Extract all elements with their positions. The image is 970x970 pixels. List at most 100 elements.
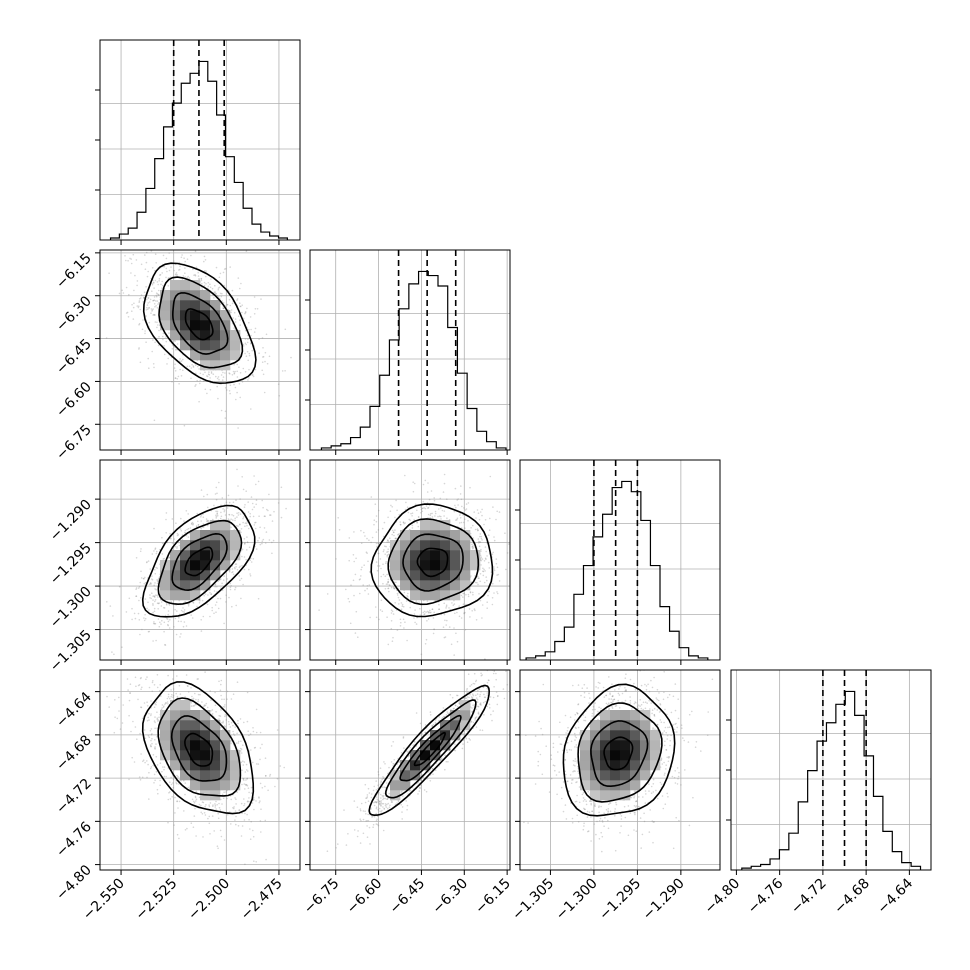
scatter-point (152, 764, 154, 767)
scatter-point (208, 374, 211, 376)
scatter-point (473, 608, 476, 610)
scatter-point (220, 798, 222, 801)
scatter-point (260, 831, 262, 833)
scatter-point (147, 297, 149, 299)
scatter-point (434, 719, 437, 721)
scatter-point (223, 509, 226, 511)
histogram-panel-3 (726, 669, 932, 875)
scatter-point (152, 604, 154, 606)
scatter-point (583, 822, 585, 825)
scatter-point (267, 509, 269, 512)
scatter-point (152, 680, 154, 682)
scatter-point (438, 603, 440, 606)
scatter-point (224, 704, 226, 706)
density-cell (190, 350, 201, 361)
scatter-point (187, 527, 190, 530)
scatter-point (242, 516, 245, 518)
scatter-point (377, 799, 380, 802)
scatter-point (651, 686, 654, 689)
scatter-point (191, 521, 194, 524)
scatter-point (382, 794, 385, 797)
scatter-point (373, 801, 375, 804)
scatter-point (383, 521, 386, 524)
scatter-point (179, 358, 181, 360)
scatter-point (669, 744, 671, 747)
scatter-point (200, 811, 202, 814)
scatter-point (222, 579, 225, 581)
density-cell (200, 290, 211, 301)
scatter-point (176, 774, 178, 777)
density-cell (200, 710, 211, 721)
scatter-point (244, 542, 246, 545)
scatter-point (190, 254, 192, 257)
scatter-point (634, 812, 636, 814)
scatter-point (125, 286, 128, 289)
scatter-point (497, 695, 499, 697)
scatter-point (161, 536, 163, 539)
scatter-point (603, 812, 605, 814)
scatter-point (220, 295, 223, 298)
scatter-point (130, 730, 132, 733)
scatter-point (487, 594, 489, 597)
scatter-point (204, 593, 207, 595)
scatter-point (184, 267, 186, 269)
scatter-point (167, 613, 169, 616)
scatter-point (266, 508, 268, 511)
scatter-point (222, 301, 225, 304)
scatter-point (555, 774, 558, 776)
scatter-point (360, 819, 362, 822)
density-cell (450, 540, 461, 551)
scatter-point (147, 308, 149, 311)
scatter-point (231, 302, 234, 305)
scatter-point (367, 787, 370, 790)
scatter-point (402, 795, 404, 797)
contour-level-2 (577, 702, 663, 803)
scatter-point (366, 794, 369, 796)
density-cell (160, 750, 171, 761)
scatter-point (598, 806, 600, 809)
scatter-point (466, 687, 469, 690)
scatter-point (406, 808, 408, 811)
scatter-point (214, 691, 216, 694)
scatter-point (228, 372, 230, 374)
scatter-point (228, 514, 231, 516)
scatter-point (448, 626, 451, 628)
scatter-point (427, 482, 429, 484)
axes-frame (99, 459, 301, 661)
scatter-point (157, 294, 160, 297)
scatter-point (672, 695, 675, 698)
scatter-point (675, 816, 677, 819)
scatter-point (413, 482, 416, 485)
scatter-point (364, 589, 366, 592)
scatter-point (458, 605, 461, 607)
scatter-point (153, 314, 156, 316)
scatter-point (483, 693, 485, 696)
scatter-point (157, 283, 159, 286)
scatter-point (424, 479, 427, 482)
scatter-point (402, 521, 405, 524)
scatter-point (348, 537, 351, 539)
scatter-point (237, 740, 240, 743)
scatter-point (477, 711, 480, 714)
density-cell (200, 550, 211, 561)
scatter-point (492, 582, 494, 585)
scatter-point (377, 809, 380, 811)
scatter-point (164, 644, 167, 646)
density-cell (210, 310, 221, 321)
scatter-point (601, 821, 604, 823)
scatter-point (240, 282, 242, 285)
scatter-point (634, 813, 636, 816)
scatter-point (478, 545, 481, 548)
scatter-point (406, 595, 408, 597)
scatter-point (380, 801, 382, 804)
scatter-point (244, 522, 247, 524)
scatter-point (227, 518, 230, 520)
scatter-point (629, 696, 631, 698)
density-cell (630, 730, 641, 741)
scatter-point (673, 776, 676, 779)
scatter-point (144, 737, 147, 740)
scatter-point (396, 594, 399, 596)
scatter-point (176, 800, 178, 802)
scatter-point (144, 268, 147, 271)
scatter-point (159, 621, 161, 624)
